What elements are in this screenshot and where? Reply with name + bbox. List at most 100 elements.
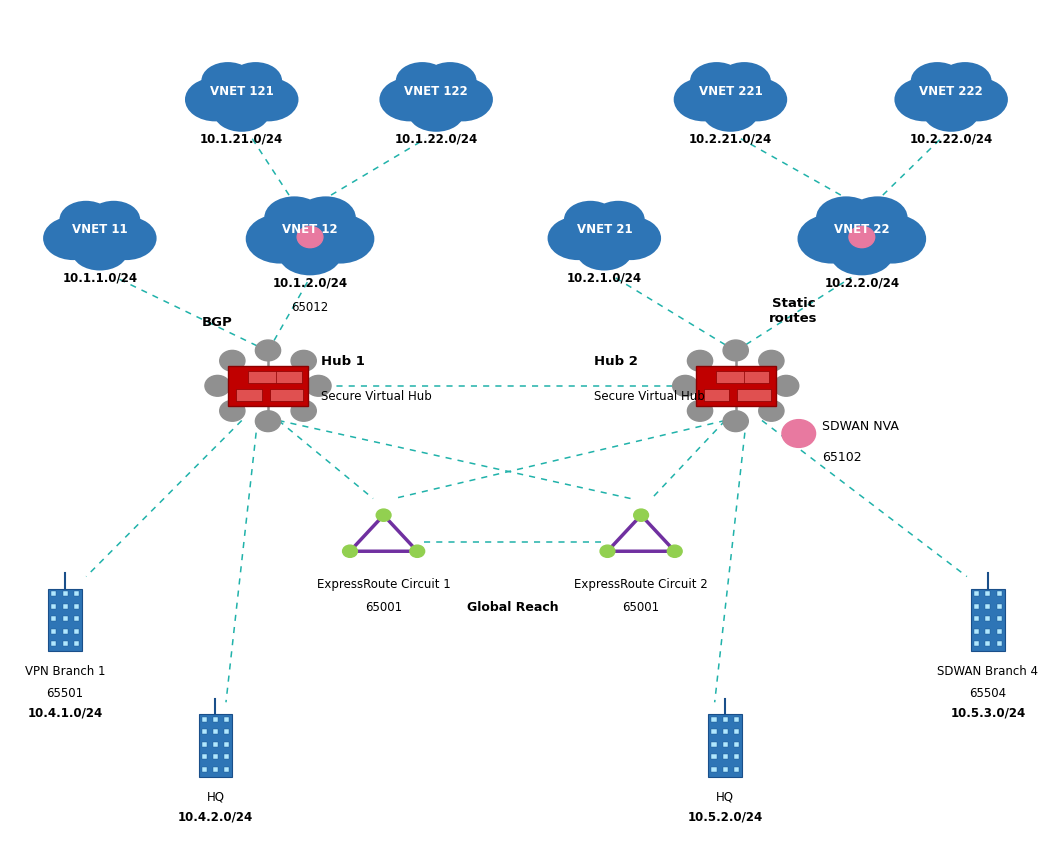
FancyBboxPatch shape — [63, 603, 67, 609]
Text: HQ: HQ — [206, 791, 225, 804]
Ellipse shape — [424, 62, 476, 100]
FancyBboxPatch shape — [974, 641, 980, 646]
Ellipse shape — [816, 196, 877, 238]
Ellipse shape — [691, 62, 743, 100]
FancyBboxPatch shape — [213, 766, 218, 772]
FancyBboxPatch shape — [224, 717, 229, 722]
Text: 65001: 65001 — [622, 601, 660, 614]
FancyBboxPatch shape — [996, 591, 1002, 596]
Circle shape — [782, 420, 816, 447]
FancyBboxPatch shape — [744, 371, 769, 382]
FancyBboxPatch shape — [996, 616, 1002, 621]
Ellipse shape — [306, 214, 374, 264]
FancyBboxPatch shape — [712, 766, 717, 772]
Ellipse shape — [43, 217, 104, 260]
FancyBboxPatch shape — [224, 742, 229, 746]
Ellipse shape — [798, 214, 866, 264]
Text: BGP: BGP — [202, 316, 233, 329]
FancyBboxPatch shape — [974, 616, 980, 621]
Circle shape — [759, 350, 784, 371]
Circle shape — [673, 375, 698, 396]
Ellipse shape — [295, 196, 356, 238]
FancyBboxPatch shape — [986, 641, 990, 646]
Text: 10.1.22.0/24: 10.1.22.0/24 — [394, 133, 478, 146]
FancyBboxPatch shape — [276, 371, 302, 382]
FancyBboxPatch shape — [704, 389, 729, 401]
Text: 10.2.2.0/24: 10.2.2.0/24 — [824, 277, 900, 290]
Text: VPN Branch 1: VPN Branch 1 — [25, 665, 105, 678]
FancyBboxPatch shape — [696, 366, 776, 406]
Ellipse shape — [847, 196, 908, 238]
Ellipse shape — [60, 201, 112, 238]
Circle shape — [723, 340, 748, 361]
Ellipse shape — [73, 233, 127, 271]
Text: VNET 11: VNET 11 — [73, 224, 127, 237]
Text: 10.4.2.0/24: 10.4.2.0/24 — [178, 811, 253, 824]
Circle shape — [410, 545, 425, 557]
Circle shape — [849, 226, 874, 248]
FancyBboxPatch shape — [974, 629, 980, 634]
Text: 10.1.21.0/24: 10.1.21.0/24 — [200, 133, 284, 146]
Ellipse shape — [718, 62, 770, 100]
Ellipse shape — [600, 217, 661, 260]
Text: Hub 1: Hub 1 — [321, 355, 365, 368]
Circle shape — [667, 545, 682, 557]
Text: ExpressRoute Circuit 2: ExpressRoute Circuit 2 — [574, 578, 708, 591]
Ellipse shape — [409, 95, 463, 132]
FancyBboxPatch shape — [224, 754, 229, 759]
Circle shape — [291, 401, 316, 421]
FancyBboxPatch shape — [712, 742, 717, 746]
FancyBboxPatch shape — [74, 641, 79, 646]
Text: Static
routes: Static routes — [769, 297, 818, 325]
Text: 10.2.1.0/24: 10.2.1.0/24 — [566, 271, 642, 284]
Circle shape — [600, 545, 615, 557]
FancyBboxPatch shape — [224, 766, 229, 772]
FancyBboxPatch shape — [986, 591, 990, 596]
Ellipse shape — [818, 204, 906, 264]
FancyBboxPatch shape — [734, 742, 739, 746]
FancyBboxPatch shape — [716, 371, 749, 382]
Circle shape — [220, 401, 245, 421]
FancyBboxPatch shape — [723, 742, 727, 746]
Circle shape — [634, 509, 648, 521]
Text: 65504: 65504 — [969, 687, 1007, 700]
Ellipse shape — [246, 214, 314, 264]
Text: VNET 122: VNET 122 — [405, 85, 468, 98]
FancyBboxPatch shape — [202, 729, 207, 734]
FancyBboxPatch shape — [723, 754, 727, 759]
FancyBboxPatch shape — [228, 366, 308, 406]
Text: Hub 2: Hub 2 — [594, 355, 638, 368]
Ellipse shape — [726, 78, 787, 121]
Ellipse shape — [894, 78, 955, 121]
FancyBboxPatch shape — [971, 589, 1005, 651]
Ellipse shape — [397, 68, 475, 122]
Ellipse shape — [911, 62, 964, 100]
FancyBboxPatch shape — [213, 717, 218, 722]
Text: VNET 12: VNET 12 — [283, 223, 337, 236]
FancyBboxPatch shape — [63, 591, 67, 596]
FancyBboxPatch shape — [723, 729, 727, 734]
Circle shape — [759, 401, 784, 421]
FancyBboxPatch shape — [236, 389, 262, 401]
Text: Secure Virtual Hub: Secure Virtual Hub — [321, 390, 431, 403]
Ellipse shape — [396, 62, 449, 100]
Text: Secure Virtual Hub: Secure Virtual Hub — [594, 390, 704, 403]
Text: 10.1.2.0/24: 10.1.2.0/24 — [272, 277, 348, 290]
Text: 65001: 65001 — [365, 601, 403, 614]
Ellipse shape — [214, 95, 269, 132]
FancyBboxPatch shape — [734, 729, 739, 734]
Ellipse shape — [432, 78, 493, 121]
Ellipse shape — [912, 68, 990, 122]
Ellipse shape — [830, 233, 893, 276]
FancyBboxPatch shape — [974, 603, 980, 609]
Text: ExpressRoute Circuit 1: ExpressRoute Circuit 1 — [316, 578, 451, 591]
Ellipse shape — [203, 68, 281, 122]
Circle shape — [297, 226, 323, 248]
FancyBboxPatch shape — [974, 591, 980, 596]
Text: VNET 221: VNET 221 — [699, 85, 762, 98]
Circle shape — [343, 545, 357, 557]
FancyBboxPatch shape — [248, 371, 282, 382]
Text: 10.4.1.0/24: 10.4.1.0/24 — [27, 707, 103, 720]
Ellipse shape — [674, 78, 735, 121]
Circle shape — [205, 375, 230, 396]
